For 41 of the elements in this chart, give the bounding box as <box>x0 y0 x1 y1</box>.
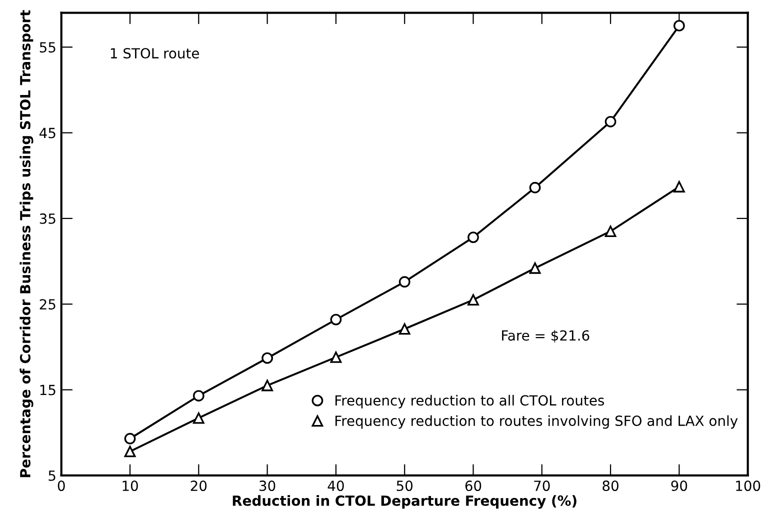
point <box>398 276 410 288</box>
annotation: 1 STOL route <box>110 48 199 59</box>
x-tick-label: 90 <box>671 480 688 492</box>
point <box>673 181 685 192</box>
y-tick-label: 45 <box>40 128 56 138</box>
point <box>604 116 616 128</box>
point <box>529 182 541 194</box>
x-tick-label: 20 <box>190 480 207 492</box>
point <box>262 380 273 392</box>
point <box>330 352 342 363</box>
point <box>124 432 136 444</box>
x-tick-label: 100 <box>736 480 760 492</box>
x-tick-label: 10 <box>122 480 138 492</box>
x-tick-label: 0 <box>58 480 65 492</box>
point <box>468 232 479 243</box>
point <box>529 262 541 274</box>
point <box>468 294 479 306</box>
point <box>262 352 273 364</box>
y-tick-label: 25 <box>40 299 56 310</box>
point <box>398 323 410 335</box>
point <box>192 412 204 424</box>
y-tick-label: 55 <box>40 42 56 53</box>
legend-label: Frequency reduction to all CTOL routes <box>335 394 604 408</box>
point <box>673 20 685 32</box>
y-tick-label: 5 <box>48 470 56 481</box>
x-tick-label: 40 <box>328 480 344 492</box>
point <box>124 446 136 458</box>
y-axis-title: Percentage of Corridor Business Trips using STOL Transport <box>20 10 34 478</box>
x-tick-label: 30 <box>260 480 276 492</box>
x-tick-label: 80 <box>602 480 618 492</box>
x-axis-title: Reduction in CTOL Departure Frequency (%) <box>232 495 576 509</box>
legend-label: Frequency reduction to routes involving SFO and LAX only <box>335 415 738 429</box>
point <box>330 314 342 326</box>
x-tick-label: 70 <box>534 480 550 492</box>
y-tick-label: 15 <box>40 384 56 396</box>
point <box>604 226 616 237</box>
x-tick-label: 60 <box>465 480 482 492</box>
annotation: Fare = $21.6 <box>502 330 590 343</box>
x-tick-label: 50 <box>396 480 413 492</box>
y-tick-label: 35 <box>40 213 56 224</box>
point <box>192 390 204 402</box>
